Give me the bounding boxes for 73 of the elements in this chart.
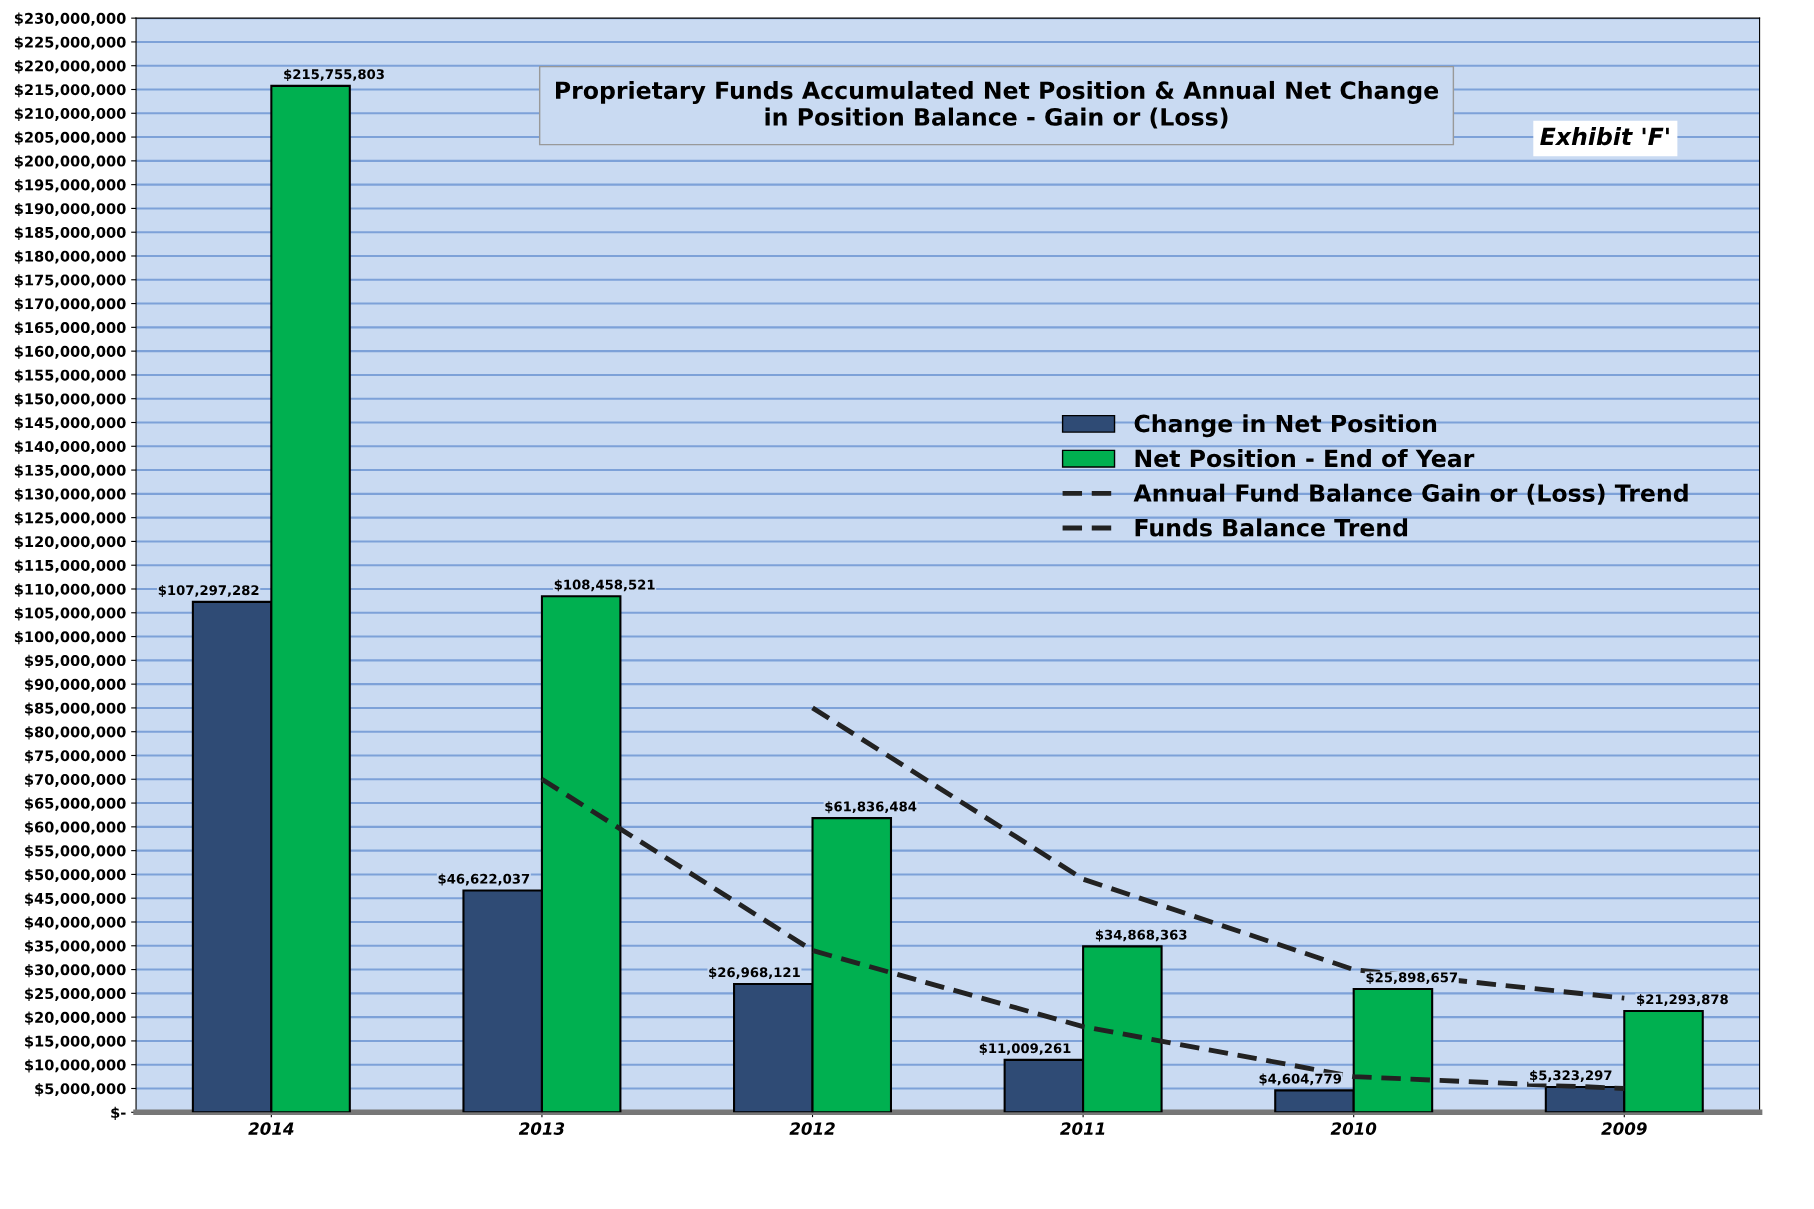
legend-label: Change in Net Position bbox=[1134, 414, 1437, 438]
y-tick-label: $- bbox=[111, 1106, 126, 1120]
y-tick-label: $225,000,000 bbox=[14, 36, 126, 50]
y-tick-label: $80,000,000 bbox=[25, 726, 126, 740]
y-tick-label: $70,000,000 bbox=[25, 773, 126, 787]
y-tick-label: $95,000,000 bbox=[25, 654, 126, 669]
y-tick-label: $200,000,000 bbox=[14, 155, 126, 169]
y-tick-label: $105,000,000 bbox=[14, 607, 126, 621]
y-tick-label: $195,000,000 bbox=[14, 179, 126, 193]
y-tick-label: $175,000,000 bbox=[14, 274, 126, 288]
data-label: $11,009,261 bbox=[979, 1042, 1071, 1055]
y-tick-label: $170,000,000 bbox=[14, 298, 126, 312]
y-tick-label: $190,000,000 bbox=[14, 202, 126, 217]
data-label: $108,458,521 bbox=[554, 579, 655, 592]
y-tick-label: $110,000,000 bbox=[14, 583, 126, 597]
data-label: $61,836,484 bbox=[825, 801, 917, 814]
y-tick-label: $40,000,000 bbox=[25, 916, 126, 930]
y-tick-label: $150,000,000 bbox=[14, 393, 126, 407]
y-tick-label: $65,000,000 bbox=[25, 797, 126, 811]
y-tick-label: $165,000,000 bbox=[14, 321, 126, 336]
y-tick-label: $90,000,000 bbox=[25, 678, 126, 692]
data-label: $215,755,803 bbox=[284, 68, 384, 81]
y-tick-label: $145,000,000 bbox=[14, 416, 126, 431]
legend-label: Funds Balance Trend bbox=[1135, 518, 1408, 537]
y-tick-label: $75,000,000 bbox=[25, 749, 126, 764]
annotation: Exhibit 'F' bbox=[1540, 127, 1669, 146]
y-tick-label: $25,000,000 bbox=[25, 987, 126, 1002]
y-tick-label: $125,000,000 bbox=[14, 512, 126, 526]
line-series bbox=[539, 776, 1627, 1091]
y-tick-label: $10,000,000 bbox=[25, 1059, 126, 1073]
x-tick-label: 2010 bbox=[1330, 1122, 1377, 1135]
data-label: $46,622,037 bbox=[438, 873, 530, 886]
y-tick-label: $45,000,000 bbox=[25, 892, 126, 906]
y-tick-label: $85,000,000 bbox=[25, 702, 126, 716]
y-tick-label: $15,000,000 bbox=[25, 1035, 126, 1049]
data-label: $21,293,878 bbox=[1637, 994, 1728, 1007]
y-tick-label: $135,000,000 bbox=[14, 464, 126, 478]
data-label: $4,604,779 bbox=[1259, 1073, 1342, 1086]
y-tick-label: $230,000,000 bbox=[14, 12, 126, 26]
y-tick-label: $20,000,000 bbox=[25, 1011, 126, 1025]
data-label: $26,968,121 bbox=[709, 967, 800, 980]
y-tick-label: $60,000,000 bbox=[25, 821, 126, 835]
y-tick-label: $205,000,000 bbox=[14, 131, 126, 145]
y-tick-label: $120,000,000 bbox=[14, 535, 126, 550]
legend-label: Net Position - End of Year bbox=[1135, 449, 1475, 468]
y-tick-label: $100,000,000 bbox=[14, 631, 126, 645]
y-tick-label: $220,000,000 bbox=[14, 60, 126, 74]
y-tick-label: $115,000,000 bbox=[14, 559, 126, 573]
y-tick-label: $35,000,000 bbox=[25, 940, 126, 954]
data-label: $5,323,297 bbox=[1530, 1070, 1612, 1082]
legend-label: Annual Fund Balance Gain or (Loss) Trend bbox=[1133, 483, 1688, 505]
y-tick-label: $50,000,000 bbox=[25, 868, 126, 883]
x-tick-label: 2014 bbox=[248, 1122, 294, 1135]
y-tick-label: $215,000,000 bbox=[14, 83, 126, 98]
x-tick-label: 2012 bbox=[789, 1122, 835, 1135]
y-tick-label: $55,000,000 bbox=[25, 845, 126, 859]
x-tick-label: 2011 bbox=[1060, 1122, 1105, 1135]
line-series bbox=[810, 705, 1627, 1001]
y-tick-label: $185,000,000 bbox=[14, 226, 126, 240]
data-label: $34,868,363 bbox=[1095, 929, 1187, 942]
data-label: $107,297,282 bbox=[158, 584, 259, 597]
y-tick-label: $140,000,000 bbox=[14, 440, 126, 454]
data-label: $25,898,657 bbox=[1366, 972, 1458, 985]
y-tick-label: $5,000,000 bbox=[35, 1082, 126, 1097]
y-tick-label: $180,000,000 bbox=[14, 250, 126, 264]
x-tick-label: 2009 bbox=[1601, 1122, 1647, 1135]
y-tick-label: $130,000,000 bbox=[14, 488, 126, 502]
x-tick-label: 2013 bbox=[518, 1122, 565, 1135]
y-tick-label: $155,000,000 bbox=[14, 369, 126, 383]
y-tick-label: $30,000,000 bbox=[25, 964, 126, 978]
y-tick-label: $160,000,000 bbox=[14, 345, 126, 359]
y-tick-label: $210,000,000 bbox=[14, 107, 126, 121]
text: Proprietary Funds Accumulated Net Position & Annual Net Change in Position Balance - Gain or (Loss) bbox=[556, 80, 1439, 129]
